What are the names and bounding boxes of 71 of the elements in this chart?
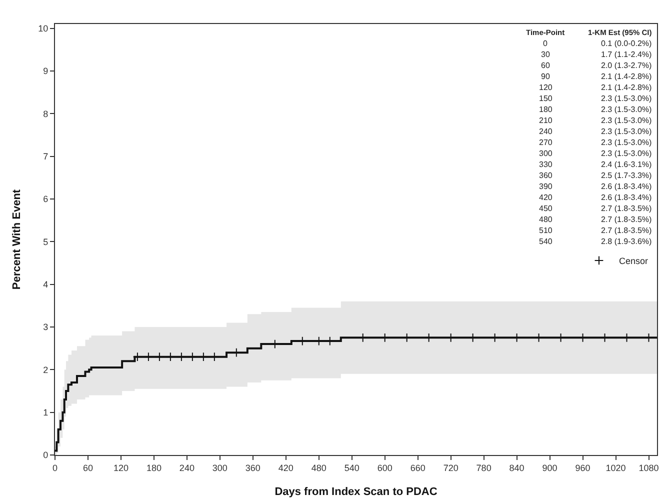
annotation: 540 — [539, 237, 553, 246]
y-tick-label: 5 — [43, 236, 48, 247]
x-tick-label: 1020 — [606, 462, 626, 473]
y-axis-title: Percent With Event — [10, 189, 23, 290]
annotation: 480 — [539, 215, 553, 224]
annotation: 2.7 (1.8-3.5%) — [601, 215, 652, 224]
x-tick-label: 240 — [179, 462, 194, 473]
annotation: 210 — [539, 116, 553, 125]
annotation: 2.3 (1.5-3.0%) — [601, 149, 652, 158]
x-tick-label: 780 — [476, 462, 492, 473]
y-tick-label: 4 — [43, 279, 48, 290]
annotation: 420 — [539, 193, 553, 202]
annotation: 2.0 (1.3-2.7%) — [601, 61, 652, 70]
y-tick-label: 1 — [43, 407, 48, 418]
y-tick-label: 9 — [43, 66, 48, 76]
x-tick-label: 120 — [113, 462, 128, 473]
y-tick-label: 6 — [43, 194, 48, 204]
annotation: 450 — [539, 204, 553, 213]
legend-label: Censor — [618, 256, 648, 266]
annotation: 90 — [541, 72, 550, 81]
x-tick-label: 840 — [509, 462, 524, 473]
annotation: 2.3 (1.5-3.0%) — [601, 94, 652, 103]
annotation: 330 — [539, 160, 553, 169]
y-tick-label: 0 — [43, 450, 48, 460]
annotation: 510 — [539, 226, 553, 235]
y-tick-label: 7 — [43, 151, 48, 162]
annotation: 2.3 (1.5-3.0%) — [601, 116, 652, 125]
annotation: 2.1 (1.4-2.8%) — [601, 72, 652, 81]
annotation: 2.5 (1.7-3.3%) — [601, 171, 652, 180]
x-tick-label: 1080 — [638, 462, 659, 473]
annotation: 2.6 (1.8-3.4%) — [601, 182, 652, 191]
annotation: 360 — [539, 171, 553, 180]
y-tick-label: 10 — [38, 23, 48, 34]
x-tick-label: 660 — [410, 462, 426, 473]
x-tick-label: 420 — [278, 462, 294, 473]
annotation: 2.6 (1.8-3.4%) — [601, 193, 652, 202]
annotation: 2.1 (1.4-2.8%) — [601, 83, 652, 92]
annotation: 2.7 (1.8-3.5%) — [601, 226, 652, 235]
annotation: 0.1 (0.0-0.2%) — [601, 39, 652, 48]
annotation: 2.3 (1.5-3.0%) — [601, 127, 652, 136]
annotation: 150 — [539, 94, 553, 103]
annotation: 180 — [539, 105, 553, 114]
x-tick-label: 180 — [146, 462, 162, 473]
annotation: 60 — [541, 61, 550, 70]
x-tick-label: 720 — [443, 462, 458, 473]
x-tick-label: 600 — [377, 462, 392, 473]
annotation: 2.3 (1.5-3.0%) — [601, 138, 652, 147]
annotation: 300 — [539, 149, 553, 158]
x-tick-label: 900 — [542, 462, 558, 473]
annotation: 30 — [541, 50, 550, 59]
x-tick-label: 960 — [575, 462, 590, 473]
x-tick-label: 60 — [82, 462, 93, 473]
x-tick-label: 540 — [344, 462, 360, 473]
annotation: 390 — [539, 182, 553, 191]
x-axis-title: Days from Index Scan to PDAC — [274, 486, 438, 498]
x-tick-label: 360 — [245, 462, 260, 473]
annotation: 1.7 (1.1-2.4%) — [601, 50, 652, 59]
y-tick-label: 3 — [43, 322, 48, 332]
annotation: 270 — [539, 138, 553, 147]
annotation: 0 — [543, 39, 548, 48]
x-tick-label: 300 — [212, 462, 228, 473]
annotation: 240 — [539, 127, 553, 136]
x-tick-label: 480 — [311, 462, 326, 473]
annotation: 2.8 (1.9-3.6%) — [601, 237, 652, 246]
annotation: 2.7 (1.8-3.5%) — [601, 204, 652, 213]
annotation: 120 — [539, 83, 553, 92]
x-tick-label: 0 — [52, 462, 58, 473]
y-tick-label: 2 — [43, 364, 48, 375]
annotation: 2.3 (1.5-3.0%) — [601, 105, 652, 114]
y-tick-label: 8 — [43, 108, 48, 119]
annotation: 2.4 (1.6-3.1%) — [601, 160, 652, 169]
